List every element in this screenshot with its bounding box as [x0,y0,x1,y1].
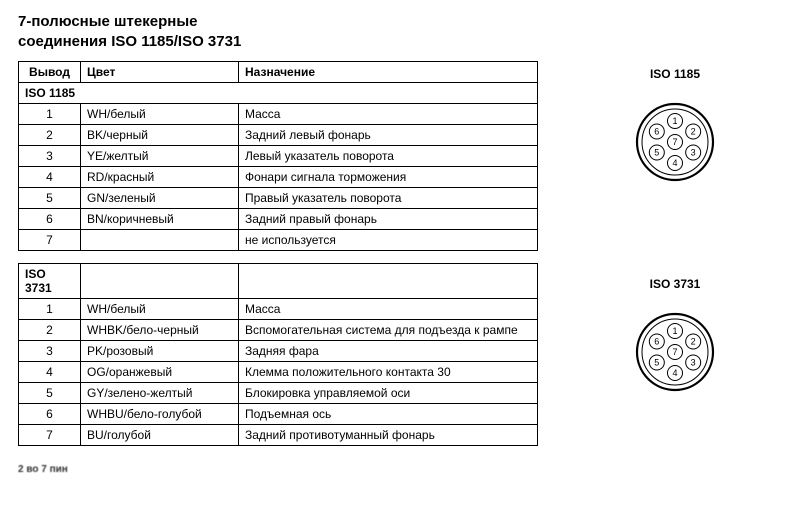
connector-icon: 1 2 3 4 5 6 7 [630,307,720,397]
cell-func: Блокировка управляемой оси [239,383,538,404]
table-row: 3PK/розовыйЗадняя фара [19,341,538,362]
cell-pin: 4 [19,362,81,383]
table-row: 1WH/белыйМасса [19,299,538,320]
cell-color: GY/зелено-желтый [81,383,239,404]
section-iso3731: ISO 3731 [19,264,81,299]
table-iso3731: ISO 3731 1WH/белыйМасса2WHBK/бело-черный… [18,263,538,446]
cell-func: Подъемная ось [239,404,538,425]
diagram-label-3731: ISO 3731 [650,277,701,291]
svg-text:5: 5 [654,148,659,158]
cell-color: BU/голубой [81,425,239,446]
cell-pin: 4 [19,167,81,188]
table-row: 1WH/белыйМасса [19,104,538,125]
cell-pin: 5 [19,383,81,404]
svg-text:2: 2 [691,337,696,347]
table-row: 4RD/красныйФонари сигнала торможения [19,167,538,188]
svg-text:3: 3 [691,148,696,158]
cell-func: не используется [239,230,538,251]
cell-pin: 1 [19,299,81,320]
cell-pin: 5 [19,188,81,209]
cell-color: WH/белый [81,299,239,320]
cell-pin: 6 [19,209,81,230]
cell-func: Масса [239,299,538,320]
hdr-color: Цвет [81,62,239,83]
hdr-pin: Вывод [19,62,81,83]
table-row: 4OG/оранжевыйКлемма положительного конта… [19,362,538,383]
table-row: 2BK/черныйЗадний левый фонарь [19,125,538,146]
connector-icon: 1 2 3 4 5 6 7 [630,97,720,187]
cell-func: Фонари сигнала торможения [239,167,538,188]
svg-text:4: 4 [672,158,677,168]
diagram-iso1185: ISO 1185 1 2 3 4 5 6 7 [630,67,720,187]
table-row: 2WHBK/бело-черныйВспомогательная система… [19,320,538,341]
svg-text:4: 4 [672,368,677,378]
cell-pin: 3 [19,341,81,362]
diagram-label-1185: ISO 1185 [650,67,700,81]
table-iso1185: Вывод Цвет Назначение ISO 1185 1WH/белый… [18,61,538,251]
svg-text:2: 2 [691,127,696,137]
footer-text: 2 во 7 пин [18,464,782,475]
cell-pin: 7 [19,230,81,251]
svg-text:1: 1 [672,326,677,336]
cell-pin: 3 [19,146,81,167]
cell-func: Задний противотуманный фонарь [239,425,538,446]
cell-pin: 1 [19,104,81,125]
cell-func: Задний правый фонарь [239,209,538,230]
cell-color: RD/красный [81,167,239,188]
cell-func: Задняя фара [239,341,538,362]
cell-func: Вспомогательная система для подъезда к р… [239,320,538,341]
cell-func: Клемма положительного контакта 30 [239,362,538,383]
table-row: 5GY/зелено-желтыйБлокировка управляемой … [19,383,538,404]
svg-text:6: 6 [654,127,659,137]
cell-color: WH/белый [81,104,239,125]
table-row: 6WHBU/бело-голубойПодъемная ось [19,404,538,425]
title-line2: соединения ISO 1185/ISO 3731 [18,32,782,52]
svg-text:3: 3 [691,358,696,368]
cell-func: Масса [239,104,538,125]
diagram-iso3731: ISO 3731 1 2 3 4 5 6 7 [630,277,720,397]
cell-pin: 2 [19,320,81,341]
cell-color: OG/оранжевый [81,362,239,383]
cell-pin: 7 [19,425,81,446]
svg-text:7: 7 [672,137,677,147]
cell-color: BN/коричневый [81,209,239,230]
svg-text:7: 7 [672,347,677,357]
cell-color: PK/розовый [81,341,239,362]
hdr-func: Назначение [239,62,538,83]
cell-color [81,230,239,251]
cell-pin: 6 [19,404,81,425]
table-row: 7 не используется [19,230,538,251]
svg-text:1: 1 [672,116,677,126]
table-row: 6BN/коричневыйЗадний правый фонарь [19,209,538,230]
cell-color: BK/черный [81,125,239,146]
title-line1: 7-полюсные штекерные [18,12,782,32]
cell-color: GN/зеленый [81,188,239,209]
table-row: 3YE/желтыйЛевый указатель поворота [19,146,538,167]
section-iso1185: ISO 1185 [19,83,538,104]
cell-func: Правый указатель поворота [239,188,538,209]
cell-color: WHBK/бело-черный [81,320,239,341]
svg-text:6: 6 [654,337,659,347]
cell-color: YE/желтый [81,146,239,167]
table-row: 5GN/зеленыйПравый указатель поворота [19,188,538,209]
cell-func: Левый указатель поворота [239,146,538,167]
cell-func: Задний левый фонарь [239,125,538,146]
svg-text:5: 5 [654,358,659,368]
cell-pin: 2 [19,125,81,146]
cell-color: WHBU/бело-голубой [81,404,239,425]
table-row: 7BU/голубойЗадний противотуманный фонарь [19,425,538,446]
